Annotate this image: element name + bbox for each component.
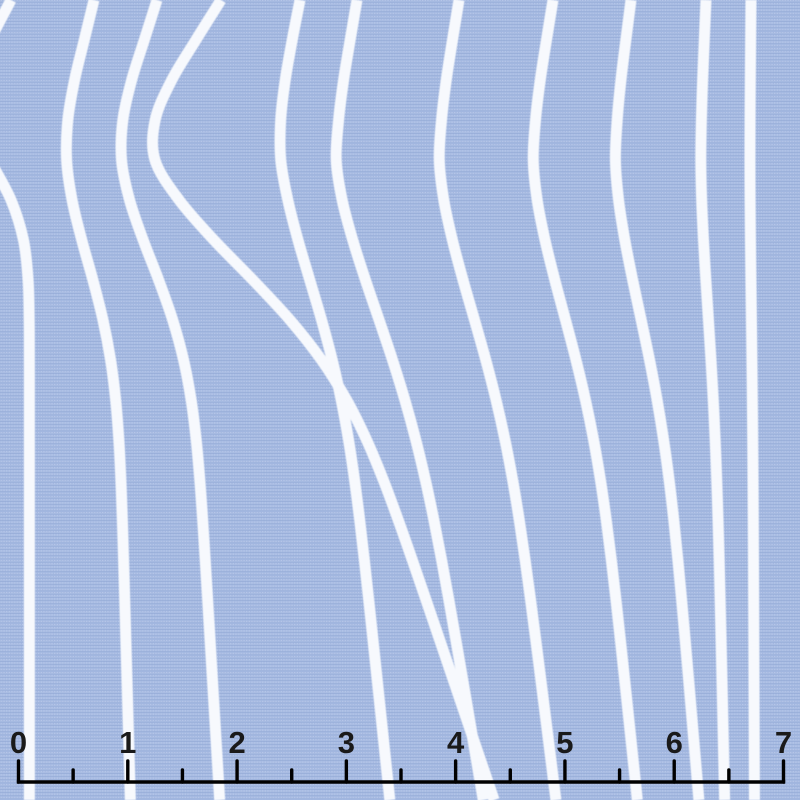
svg-text:7: 7: [775, 725, 792, 760]
svg-text:1: 1: [119, 725, 136, 760]
svg-text:2: 2: [228, 725, 245, 760]
svg-text:5: 5: [556, 725, 573, 760]
svg-text:4: 4: [447, 725, 465, 760]
svg-text:0: 0: [10, 725, 27, 760]
svg-text:6: 6: [666, 725, 683, 760]
svg-text:3: 3: [338, 725, 355, 760]
